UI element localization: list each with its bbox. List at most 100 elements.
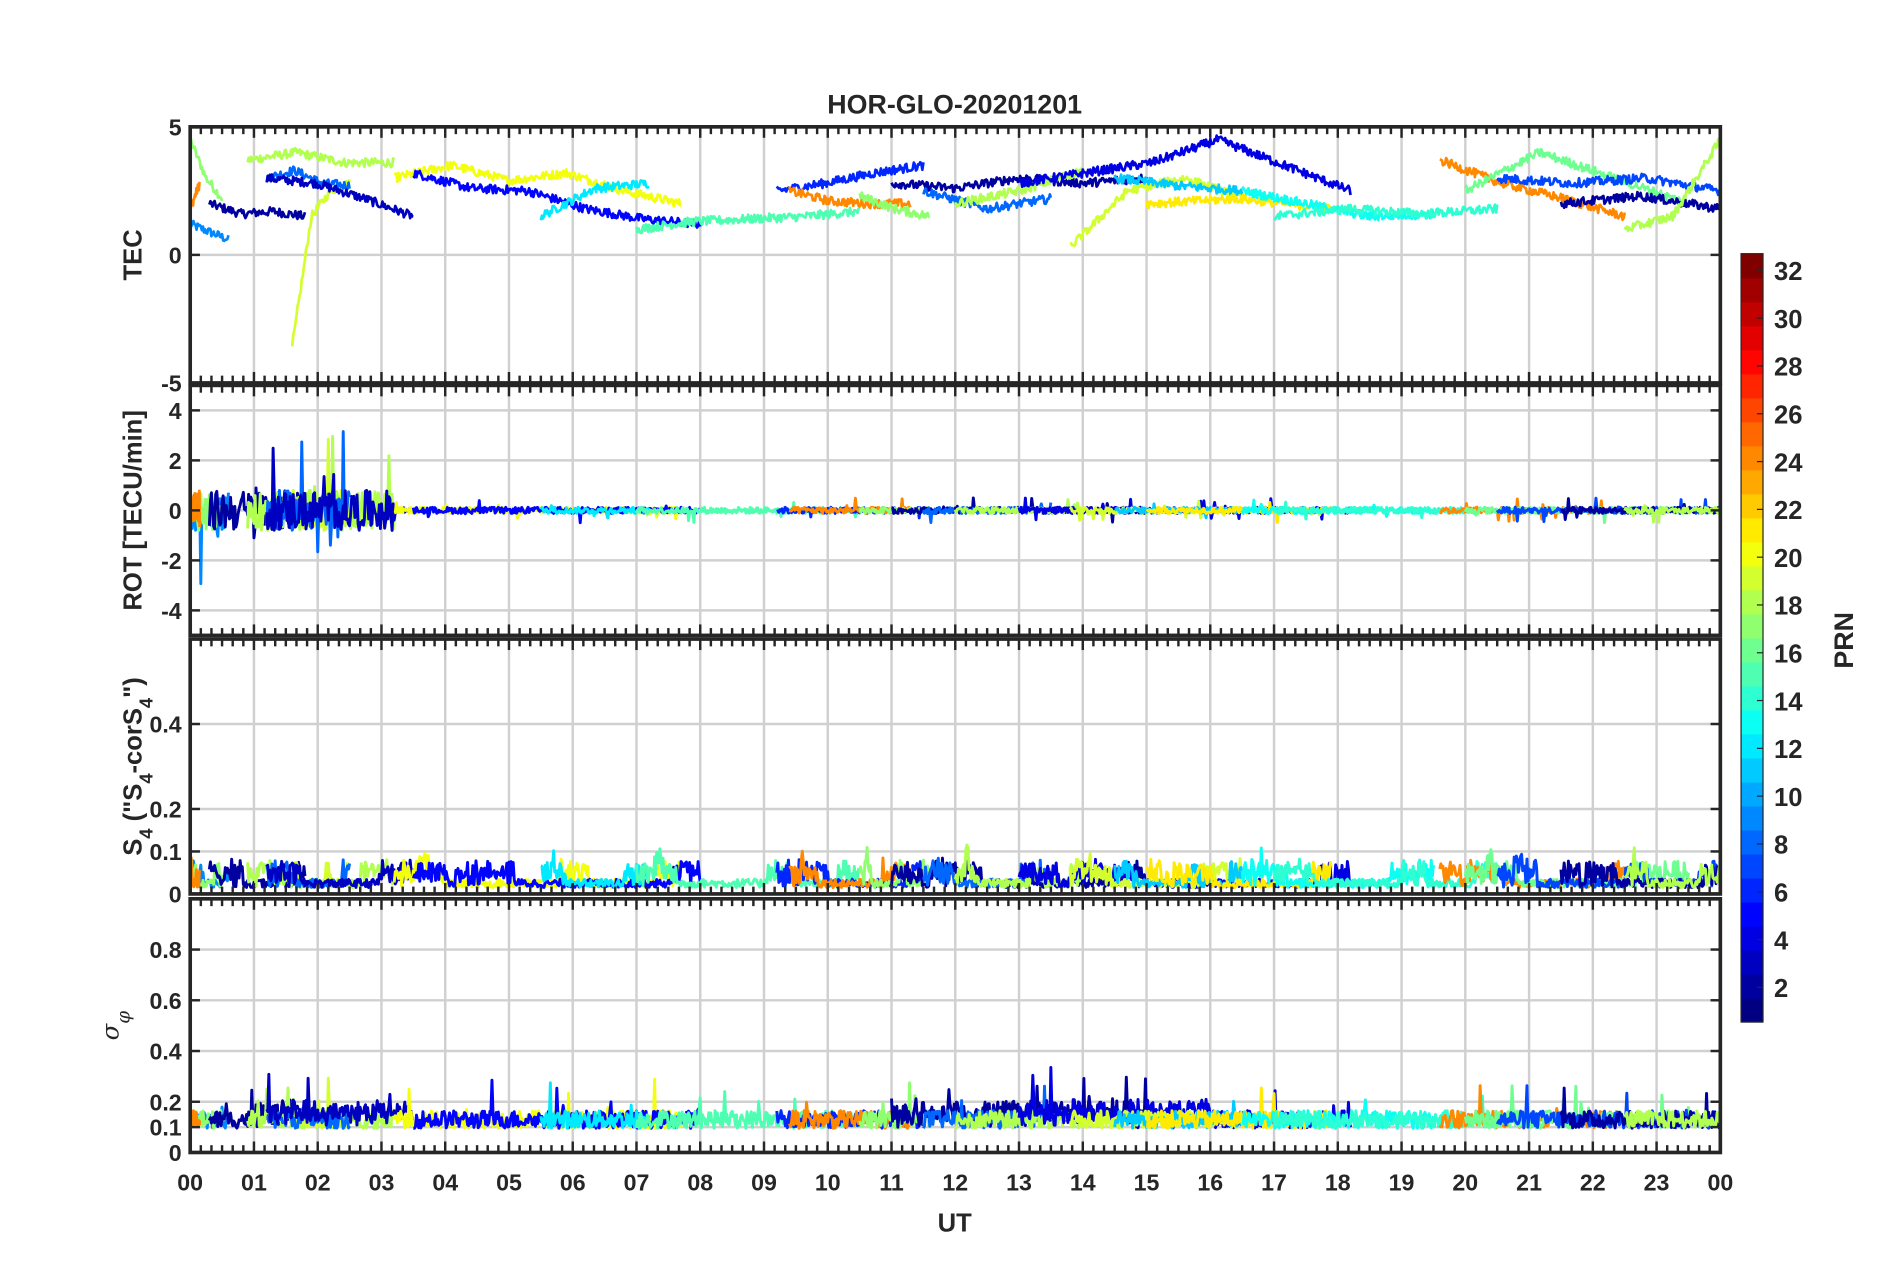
label-text: S: [119, 839, 147, 856]
colorbar-tick-label: 18: [1774, 593, 1802, 621]
colorbar-level: [1741, 973, 1764, 999]
x-tick-label: 17: [1261, 1169, 1287, 1195]
y-axis-label-s4: S4 ("S4-corS4"): [119, 677, 155, 856]
label-subscript: 4: [135, 697, 156, 708]
x-tick-label: 07: [624, 1169, 650, 1195]
series-prn-2-rot: [1560, 497, 1721, 521]
x-tick-label: 20: [1452, 1169, 1478, 1195]
series-prn-3-sigma: [265, 1072, 415, 1127]
x-tick-label: 04: [432, 1169, 458, 1195]
colorbar-tick-label: 16: [1774, 641, 1802, 669]
series-prn-12-s4: [540, 849, 651, 889]
series-prn-11-tec: [1113, 173, 1244, 197]
colorbar-tick-label: 20: [1774, 545, 1802, 573]
series-prn-17-tec: [858, 191, 931, 220]
y-tick-label: 0.2: [149, 797, 181, 823]
x-tick-label: 21: [1516, 1169, 1542, 1195]
y-tick-label: 0: [169, 242, 182, 268]
series-prn-12-rot: [539, 504, 651, 520]
colorbar-tick-label: 10: [1774, 784, 1802, 812]
colorbar-level: [1741, 541, 1764, 567]
x-tick-label: 16: [1197, 1169, 1223, 1195]
label-text: "): [119, 677, 147, 698]
x-tick-label: 09: [751, 1169, 777, 1195]
series-prn-14-s4: [1272, 857, 1499, 889]
series-prn-3-tec: [265, 173, 414, 220]
x-tick-label: 05: [496, 1169, 522, 1195]
y-axis-label-sigma: σφ: [95, 1011, 133, 1041]
colorbar-tick-label: 6: [1774, 879, 1788, 907]
colorbar-level: [1741, 325, 1764, 351]
series-prn-14-rot: [1272, 500, 1498, 521]
series-prn-24-s4: [788, 849, 913, 890]
colorbar-level: [1741, 277, 1764, 303]
series-prn-3-s4: [265, 858, 415, 889]
colorbar-frame: [1740, 253, 1764, 1023]
series-prn-11-sigma: [1113, 1099, 1244, 1130]
x-tick-label: 02: [305, 1169, 331, 1195]
series-prn-5-s4: [411, 859, 702, 889]
series-prn-15-tec: [635, 206, 861, 235]
label-text: -corS: [119, 708, 147, 773]
colorbar-level: [1741, 829, 1764, 855]
panel-sigma: 00.10.2 0.4 0.6 0.8 σφ: [95, 896, 1723, 1166]
x-tick-label: 15: [1134, 1169, 1160, 1195]
colorbar-tick-label: 24: [1774, 449, 1803, 477]
label-subscript: 4: [135, 773, 156, 784]
series-prn-4-tec: [1018, 134, 1352, 196]
y-tick-label: 0.6: [149, 988, 181, 1014]
x-tick-label: 10: [815, 1169, 841, 1195]
series-prn-14-tec: [1273, 203, 1499, 221]
colorbar-level: [1741, 877, 1764, 903]
panel-s4: 00.10.20.4S4 ("S4-corS4"): [119, 637, 1723, 907]
colorbar-level: [1741, 373, 1764, 399]
colorbar-tick-label: 26: [1774, 402, 1802, 430]
series-prn-12-sigma: [539, 1081, 651, 1130]
series-prn-15-sigma: [634, 1090, 862, 1130]
series-prn-2-tec: [208, 199, 307, 221]
series-prn-18-tec: [1623, 137, 1721, 232]
y-tick-label: 0.8: [149, 937, 181, 963]
y-tick-label: 0.4: [149, 712, 181, 738]
colorbar-level: [1741, 997, 1764, 1023]
x-tick-label: 23: [1644, 1169, 1670, 1195]
x-tick-label: 06: [560, 1169, 586, 1195]
x-tick-label: 13: [1006, 1169, 1032, 1195]
series-prn-18-tec: [246, 146, 396, 169]
series-group: [190, 430, 1721, 586]
colorbar-level: [1741, 445, 1764, 471]
colorbar-level: [1741, 637, 1764, 663]
series-prn-8-tec: [265, 165, 351, 191]
series-prn-16-tec: [1464, 147, 1690, 206]
x-tick-label: 08: [687, 1169, 713, 1195]
x-tick-label: 18: [1325, 1169, 1351, 1195]
x-tick-label: 11: [879, 1169, 904, 1195]
colorbar-level: [1741, 253, 1764, 279]
colorbar-level: [1741, 493, 1764, 519]
series-prn-18-sigma: [1623, 1109, 1721, 1130]
series-prn-21-sigma: [1146, 1086, 1333, 1130]
y-tick-label: -2: [161, 548, 182, 574]
x-tick-label: 22: [1580, 1169, 1606, 1195]
colorbar-label: PRN: [1829, 612, 1859, 669]
x-tick-label: 00: [1707, 1169, 1733, 1195]
colorbar-level: [1741, 661, 1764, 687]
y-tick-label: 0.1: [149, 1115, 181, 1141]
colorbar-level: [1741, 709, 1764, 735]
colorbar-level: [1741, 613, 1764, 639]
label-subscript: 4: [135, 828, 156, 839]
colorbar-tick-label: 30: [1774, 306, 1802, 334]
series-prn-9-tec: [190, 219, 230, 243]
x-tick-label: 12: [942, 1169, 968, 1195]
panel-tec: -5 0 5 TEC: [119, 114, 1723, 396]
x-tick-label: 19: [1389, 1169, 1415, 1195]
x-tick-label: 14: [1070, 1169, 1096, 1195]
y-tick-label: 0.1: [149, 839, 181, 865]
y-tick-label: 0: [169, 498, 182, 524]
colorbar-level: [1741, 349, 1764, 375]
colorbar-tick-label: 8: [1774, 832, 1788, 860]
label-subscript: φ: [113, 1011, 134, 1024]
colorbar-level: [1741, 469, 1764, 495]
